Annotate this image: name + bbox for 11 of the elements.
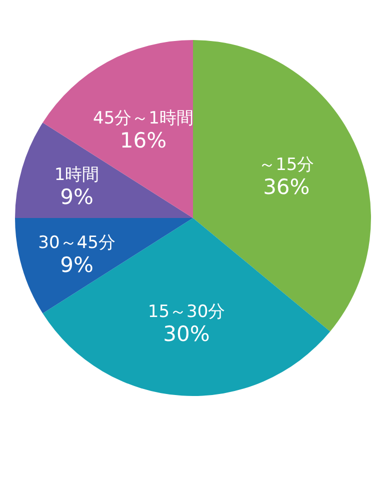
- slice-label: 45分～1時間: [93, 108, 194, 129]
- pie-slice: [42, 40, 193, 218]
- data-label: 30%: [163, 322, 210, 346]
- data-label: 16%: [120, 128, 167, 153]
- data-label: 36%: [263, 175, 310, 200]
- slice-label: 15～30分: [148, 302, 226, 322]
- data-label: 9%: [60, 185, 94, 210]
- slice-label: 1時間: [54, 165, 100, 186]
- slice-label: ～15分: [258, 155, 314, 176]
- data-label: 9%: [60, 252, 94, 277]
- slice-label: 30～45分: [38, 232, 116, 253]
